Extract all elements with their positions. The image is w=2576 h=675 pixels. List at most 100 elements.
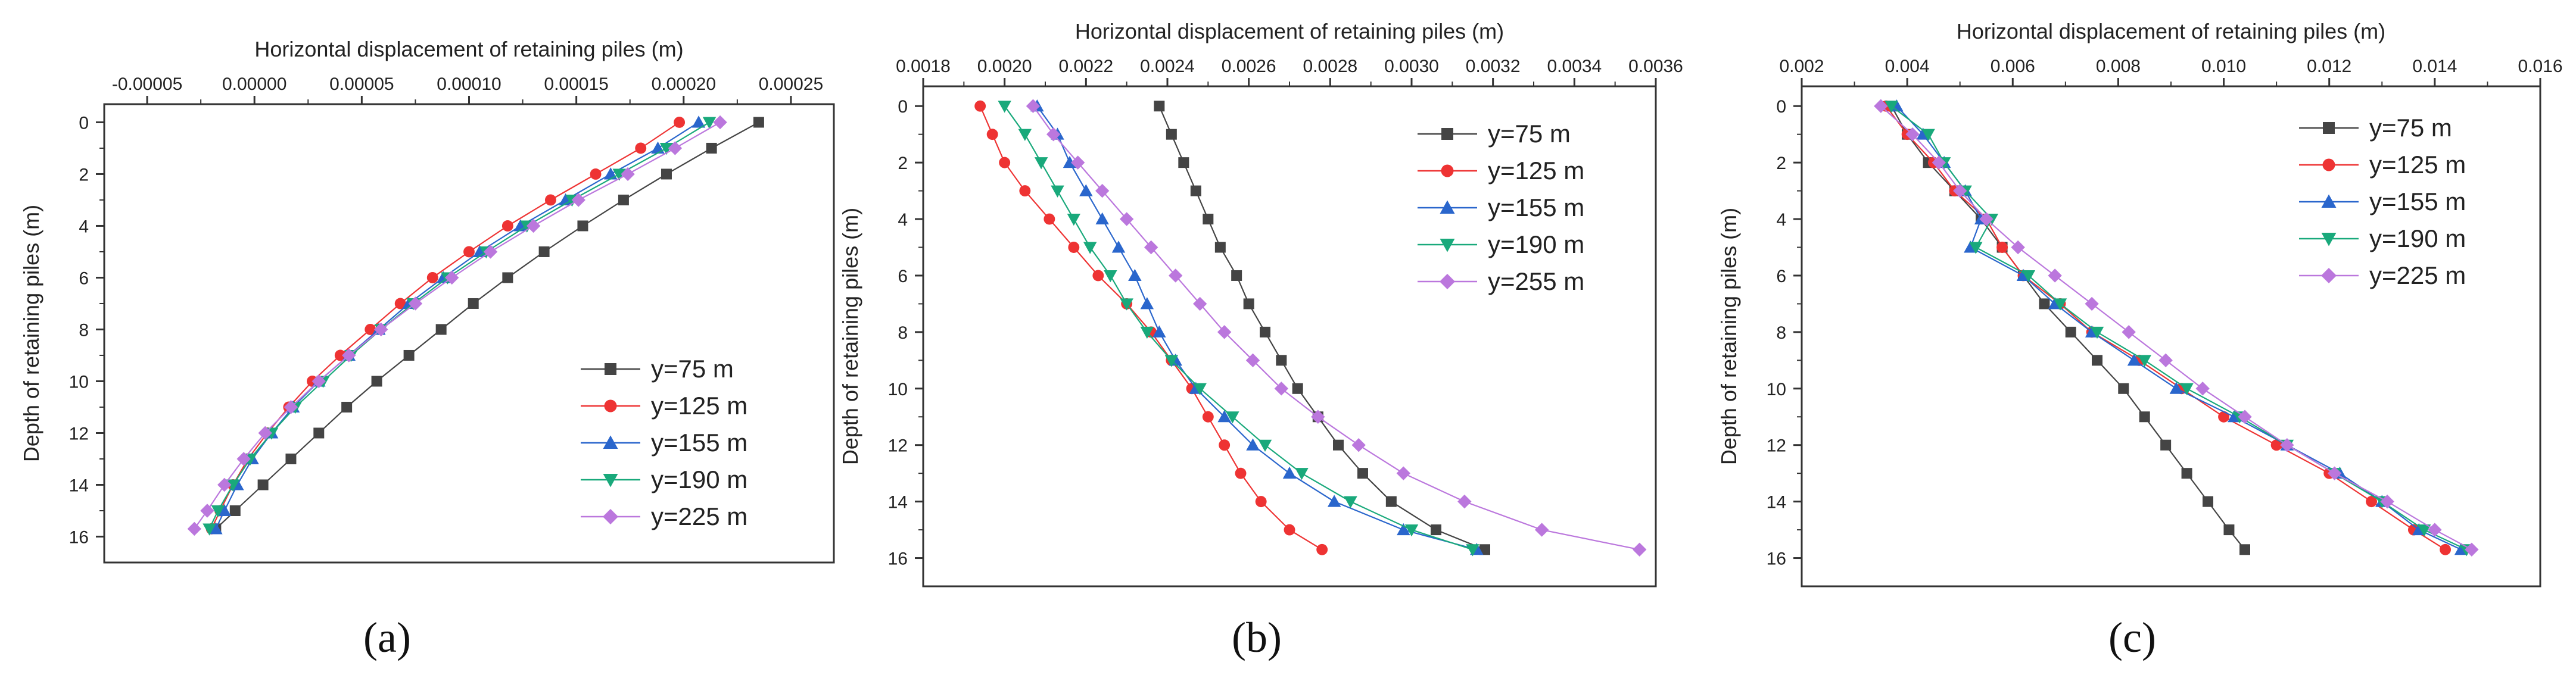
data-point [1217,325,1232,339]
panel-c: 0.002 0.004 0.006 0.008 0.010 0.012 0.014 0.016… [1717,19,2563,588]
y-tick-label: 6 [898,267,908,286]
data-point [2092,355,2102,366]
x-tick-label: 0.00015 [544,74,608,94]
data-point [999,157,1011,168]
x-axis-title: Horizontal displacement of retaining pil… [1075,19,1504,43]
data-point [1260,326,1270,338]
data-point [2053,298,2067,311]
data-point [1164,355,1179,367]
x-tick-label: 0.014 [2412,57,2457,76]
y-tick-label: 2 [79,165,89,185]
data-point [1152,325,1166,338]
x-tick-label: 0.0028 [1303,57,1357,76]
panel-a: -0.00005 0.00000 0.00005 0.00010 0.00015 0.00… [19,37,835,564]
data-point [1284,524,1295,536]
data-point [621,167,635,182]
data-point [313,427,325,439]
data-point [1166,129,1177,140]
data-point [1217,410,1231,423]
data-point [1019,185,1031,197]
data-point [312,374,326,389]
panel-caption-a: (a) [363,614,411,661]
data-point [1119,212,1134,226]
data-point [1885,101,1898,113]
data-point [217,477,232,492]
y-tick-label: 8 [79,320,89,340]
data-point [394,298,406,310]
data-point [2280,438,2294,452]
data-point [1095,212,1109,225]
y-axis-title: Depth of retaining piles (m) [1717,208,1741,465]
data-point [1245,353,1260,368]
data-point [1178,157,1189,168]
x-axis-title: Horizontal displacement of retaining pil… [254,37,683,61]
data-point [1404,524,1419,537]
data-point [1079,184,1093,196]
legend-marker [603,435,618,449]
data-point [1083,242,1097,254]
y-tick-label: 12 [69,424,89,443]
data-point [1255,496,1267,508]
data-point [217,504,232,516]
legend-label: y=225 m [2369,261,2466,289]
data-point [1214,242,1226,253]
data-point [187,521,202,536]
data-point [1385,496,1397,507]
x-tick-label: 0.00000 [222,74,286,94]
legend-marker [604,399,617,412]
y-tick-label: 0 [1776,97,1786,117]
y-tick-label: 4 [1776,210,1786,230]
x-tick-label: 0.0030 [1384,57,1439,76]
legend-marker [1440,200,1455,214]
y-axis-title: Depth of retaining piles (m) [19,205,43,462]
data-point [1311,410,1325,424]
x-tick-label: 0.002 [1779,57,1824,76]
legend-marker [2322,158,2335,171]
data-point [2169,382,2183,394]
data-point [2195,382,2210,396]
data-point [1168,268,1183,283]
x-tick-label: 0.0034 [1547,57,1602,76]
y-tick-label: 10 [69,372,89,392]
data-point [226,479,240,492]
y-tick-label: 14 [69,476,89,495]
data-point [1026,99,1041,113]
x-tick-label: 0.012 [2307,57,2351,76]
legend-marker [2321,268,2337,283]
legend-label: y=255 m [1488,267,1584,295]
y-tick-label: 12 [1767,436,1786,456]
data-point [371,376,382,387]
data-point [1632,542,1647,557]
data-point [1246,438,1260,451]
data-point [2270,439,2282,451]
data-point [544,194,556,206]
data-point [702,117,717,129]
data-point [2158,353,2173,368]
data-point [2428,523,2442,537]
data-point [590,168,602,180]
data-point [1051,185,1064,198]
data-point [668,141,683,155]
data-point [706,142,717,154]
data-point [1292,383,1303,394]
x-tick-label: 0.008 [2096,57,2141,76]
y-tick-label: 8 [1776,323,1786,343]
data-point [1068,242,1080,253]
data-point [1953,183,1967,198]
data-point [403,349,415,361]
data-point [1258,439,1272,452]
data-point [1457,494,1472,509]
data-point [1219,439,1231,451]
legend-marker [603,474,618,488]
x-tick-label: 0.0020 [977,57,1032,76]
data-point [1969,242,1983,254]
panel-caption-b: (b) [1232,614,1282,661]
data-point [659,142,674,155]
data-point [1327,495,1341,507]
legend-label: y=190 m [2369,224,2466,252]
x-tick-label: 0.00020 [652,74,716,94]
data-point [200,504,214,518]
data-point [2048,268,2062,283]
data-point [463,246,475,258]
